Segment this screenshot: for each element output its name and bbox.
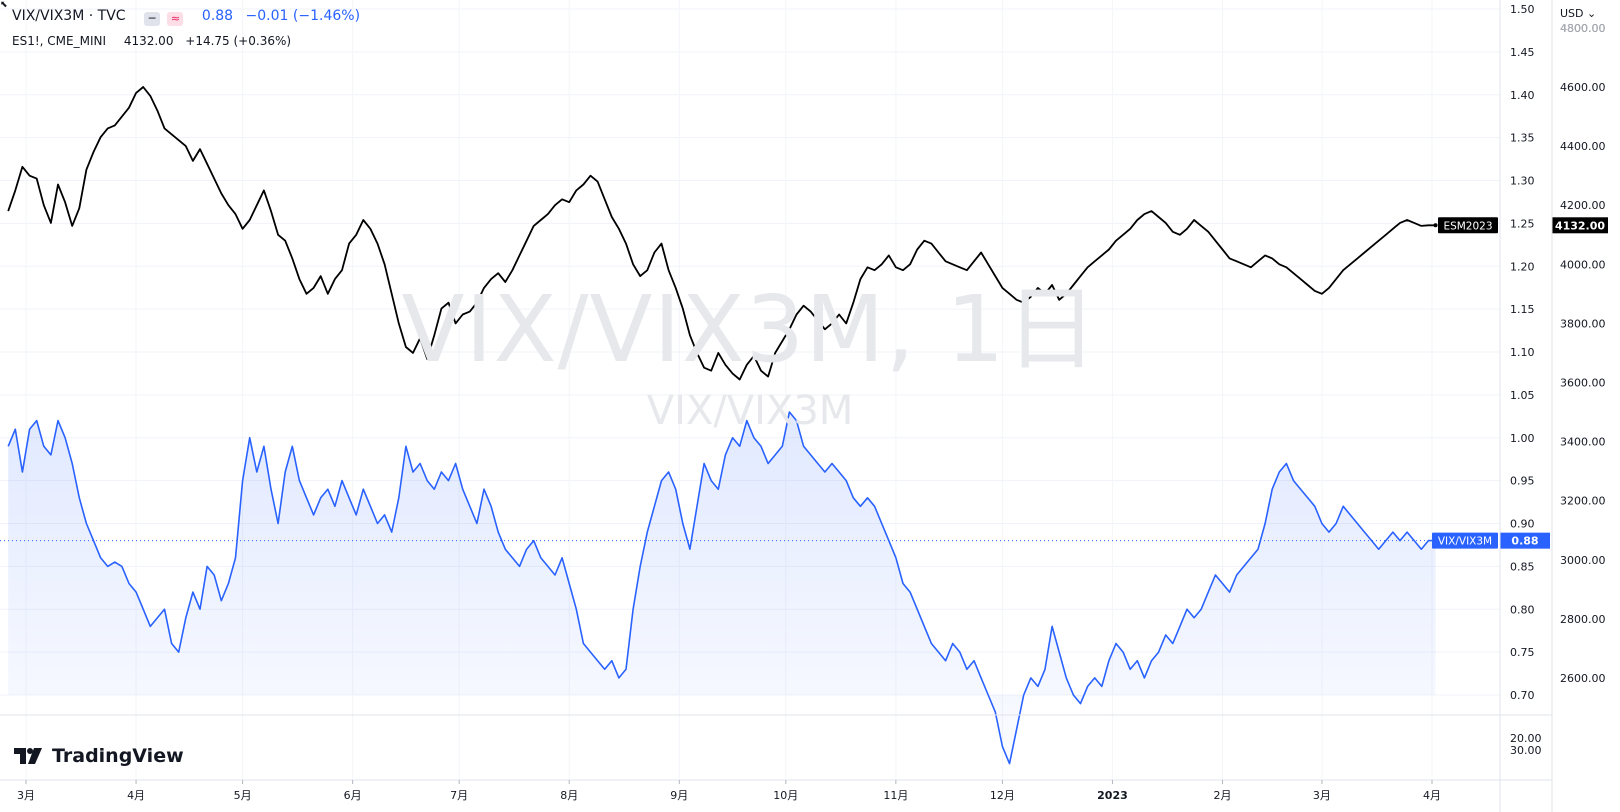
price-axis-right-tick-label: 3600.00 <box>1560 377 1606 390</box>
price-axis-right-tick-label: 3000.00 <box>1560 554 1606 567</box>
time-axis-tick-label: 11月 <box>883 789 908 802</box>
brand-name: TradingView <box>52 745 184 767</box>
vix-area <box>8 412 1436 764</box>
currency-selector[interactable]: USD ⌄ <box>1560 7 1596 20</box>
price-axis-left-tick-label: 0.80 <box>1510 603 1535 616</box>
price-axis-right-tick-label: 3800.00 <box>1560 317 1606 330</box>
legend-compare-value: 4132.00 <box>123 34 174 48</box>
price-axis-left-tick-label: 0.85 <box>1510 560 1535 573</box>
tradingview-logo[interactable]: TradingView <box>14 745 184 767</box>
series-name-tag <box>1432 532 1498 549</box>
time-axis-tick-label: 7月 <box>450 789 468 802</box>
time-axis-tick-label: 8月 <box>560 789 578 802</box>
wave-icon[interactable]: ≈ <box>167 12 184 26</box>
price-axis-right-tick-label: 4200.00 <box>1560 199 1606 212</box>
legend-main-change: −0.01 (−1.46%) <box>245 8 361 24</box>
tradingview-logo-icon <box>14 748 42 764</box>
time-axis-tick-label: 6月 <box>344 789 362 802</box>
legend-main-title[interactable]: VIX/VIX3M · TVC <box>12 8 126 24</box>
price-axis-left-tick-label: 1.00 <box>1510 432 1535 445</box>
price-axis-right-tick-label: 2600.00 <box>1560 672 1606 685</box>
last-value-tag <box>1552 217 1608 234</box>
currency-label: USD <box>1560 7 1584 20</box>
chevron-down-icon: ⌄ <box>1587 7 1597 20</box>
price-axis-right-tick-label: 4000.00 <box>1560 258 1606 271</box>
vix-area-fill <box>8 412 1436 764</box>
es-futures-line[interactable] <box>7 86 1436 381</box>
price-axis-left-tick-label: 1.05 <box>1510 389 1535 402</box>
time-axis-tick-label: 10月 <box>773 789 798 802</box>
price-axis-left-tick-label: 1.50 <box>1510 3 1535 16</box>
time-axis-tick-label: 5月 <box>234 789 252 802</box>
series-end-point <box>1433 223 1438 228</box>
price-axis-left-tick-label: 1.15 <box>1510 303 1535 316</box>
legend-compare[interactable]: ES1!, CME_MINI 4132.00 +14.75 (+0.36%) <box>12 34 291 48</box>
price-axis-right-tick-label: 4400.00 <box>1560 140 1606 153</box>
price-axis-right-tick-label: 4800.00 <box>1560 22 1606 35</box>
price-axis-left-tick-label: 1.25 <box>1510 217 1535 230</box>
time-axis-tick-label: 3月 <box>1313 789 1331 802</box>
last-value-tag <box>1500 532 1550 549</box>
series-lines: VIX/VIX3M 0.88 ESM2023 4132.00 <box>0 86 1608 765</box>
legend-compare-change: +14.75 (+0.36%) <box>185 34 292 48</box>
price-axis-left-tick-label: 1.10 <box>1510 346 1535 359</box>
price-axis-left-tick-label: 0.75 <box>1510 646 1535 659</box>
last-value-tag-label: 4132.00 <box>1555 219 1605 232</box>
price-axis-left-tick-label: 1.45 <box>1510 46 1535 59</box>
time-axis-tick-label: 2月 <box>1214 789 1232 802</box>
price-axis-right-tick-label: 4800.00 <box>1560 22 1606 35</box>
time-axis-tick-label: 3月 <box>17 789 35 802</box>
price-axis-right-tick-label: 4600.00 <box>1560 81 1606 94</box>
last-value-tag-label: 0.88 <box>1511 535 1538 548</box>
time-axis-tick-label: 2023 <box>1097 789 1128 802</box>
price-axis-right-tick-label: 3200.00 <box>1560 495 1606 508</box>
sub-pane-tick-label: 20.00 <box>1510 732 1542 745</box>
series-name-tag-label: ESM2023 <box>1443 220 1492 232</box>
hide-series-icon[interactable]: ━ <box>144 12 161 26</box>
vix-ratio-line[interactable] <box>7 411 1436 765</box>
series-end-point <box>1433 538 1438 543</box>
time-axis-tick-label: 9月 <box>670 789 688 802</box>
time-axis-tick-label: 4月 <box>1423 789 1441 802</box>
price-axis-left-tick-label: 1.35 <box>1510 132 1535 145</box>
corner-cursor-icon: ⬉ <box>0 0 8 10</box>
price-axis-right-tick-label: 2800.00 <box>1560 613 1606 626</box>
legend-main[interactable]: VIX/VIX3M · TVC ━ ≈ 0.88 −0.01 (−1.46%) <box>12 8 360 26</box>
time-axis-tick-label: 12月 <box>990 789 1015 802</box>
price-axis-left-tick-label: 0.70 <box>1510 689 1535 702</box>
price-axis-right-tick-label: 3400.00 <box>1560 436 1606 449</box>
time-axis-tick-label: 4月 <box>127 789 145 802</box>
legend-compare-title[interactable]: ES1!, CME_MINI <box>12 34 106 48</box>
legend-main-value: 0.88 <box>201 8 234 24</box>
sub-pane-tick-label: 30.00 <box>1510 744 1542 757</box>
series-name-tag-label: VIX/VIX3M <box>1438 536 1492 548</box>
price-axis-left-tick-label: 1.30 <box>1510 175 1535 188</box>
price-axis-left-tick-label: 0.95 <box>1510 475 1535 488</box>
price-axis-left-tick-label: 0.90 <box>1510 518 1535 531</box>
series-name-tag <box>1438 217 1498 234</box>
price-axis-left-tick-label: 1.40 <box>1510 89 1535 102</box>
price-axis-left-tick-label: 1.20 <box>1510 260 1535 273</box>
